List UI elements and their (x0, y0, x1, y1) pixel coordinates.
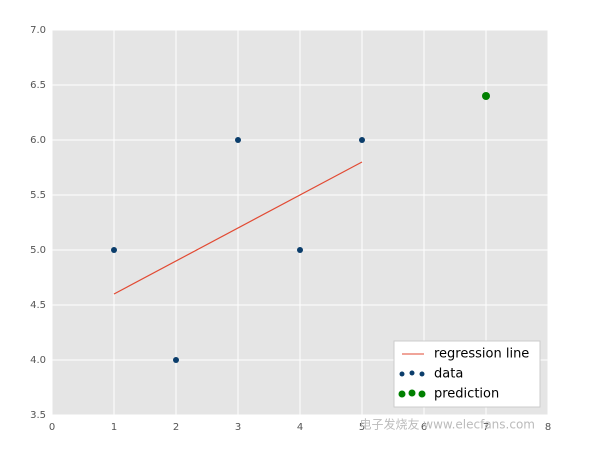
point (482, 92, 490, 100)
x-tick-label: 0 (49, 422, 55, 433)
point (359, 137, 365, 143)
y-tick-label: 6.0 (30, 135, 46, 146)
x-tick-label: 8 (545, 422, 551, 433)
legend-symbol (408, 389, 416, 397)
point (235, 137, 241, 143)
x-tick-label: 6 (421, 422, 427, 433)
y-tick-label: 5.5 (30, 190, 46, 201)
y-tick-label: 3.5 (30, 410, 46, 421)
y-tick-label: 4.0 (30, 355, 46, 366)
point (297, 247, 303, 253)
legend-label: data (434, 367, 463, 382)
watermark: 电子发烧友 www.elecfans.com (359, 417, 535, 432)
point (173, 357, 179, 363)
legend-symbol (399, 371, 405, 377)
y-tick-label: 5.0 (30, 245, 46, 256)
legend-label: prediction (434, 387, 499, 402)
legend-symbol (418, 390, 426, 398)
point (111, 247, 117, 253)
x-tick-label: 3 (235, 422, 241, 433)
y-tick-label: 6.5 (30, 80, 46, 91)
y-tick-label: 4.5 (30, 300, 46, 311)
legend-label: regression line (434, 347, 529, 362)
legend: regression line data prediction (393, 340, 541, 408)
legend-symbol (419, 371, 425, 377)
x-tick-label: 4 (297, 422, 303, 433)
legend-symbol (398, 390, 406, 398)
regression-line (113, 161, 363, 295)
x-tick-label: 7 (483, 422, 489, 433)
x-tick-label: 5 (359, 422, 365, 433)
marks (111, 92, 490, 363)
legend-box (393, 340, 541, 408)
x-tick-label: 2 (173, 422, 179, 433)
x-tick-label: 1 (111, 422, 117, 433)
legend-symbol (409, 370, 415, 376)
y-tick-label: 7.0 (30, 25, 46, 36)
